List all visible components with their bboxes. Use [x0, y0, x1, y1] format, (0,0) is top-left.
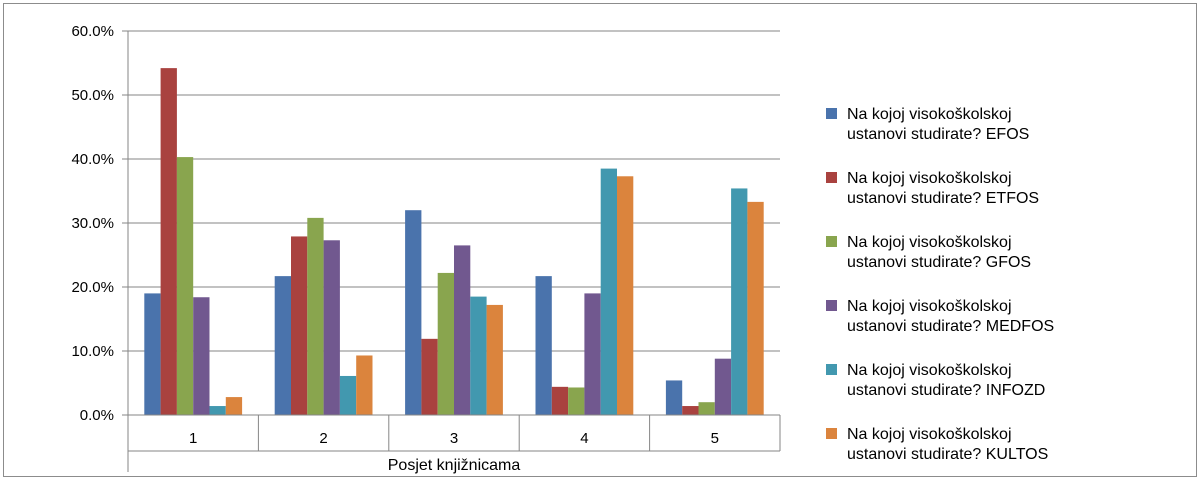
legend-label: ustanovi studirate? ETFOS	[847, 190, 1039, 207]
bars	[144, 68, 764, 416]
legend-label: Na kojoj visokoškolskoj	[847, 362, 1012, 379]
bar	[568, 387, 585, 415]
x-tick-label: 5	[711, 430, 719, 447]
bar	[160, 68, 177, 416]
bar	[470, 296, 487, 415]
y-tick-labels: 0.0% 10.0% 20.0% 30.0% 40.0% 50.0% 60.0%	[71, 23, 128, 424]
legend-label: ustanovi studirate? EFOS	[847, 126, 1029, 143]
bar	[437, 272, 454, 415]
bar	[291, 236, 308, 415]
bar	[274, 276, 291, 415]
bar	[421, 338, 438, 415]
bar	[405, 210, 422, 415]
bar	[551, 386, 569, 415]
bar	[682, 406, 699, 415]
bar	[356, 355, 373, 415]
x-tick-label: 1	[189, 430, 197, 447]
y-tick-label: 30.0%	[71, 215, 114, 232]
bar	[176, 157, 194, 415]
bar	[617, 176, 634, 415]
legend-label: ustanovi studirate? MEDFOS	[847, 318, 1054, 335]
bar	[339, 375, 357, 415]
bar	[698, 402, 715, 415]
x-tick-labels: 1 2 3 4 5	[128, 415, 781, 452]
bar	[225, 397, 243, 415]
bar	[486, 304, 503, 415]
bar	[323, 240, 340, 415]
axes	[127, 31, 780, 472]
legend-swatch	[826, 428, 837, 439]
chart-frame	[3, 3, 1197, 477]
bar	[731, 188, 748, 415]
legend-label: ustanovi studirate? INFOZD	[847, 382, 1045, 399]
bar	[144, 293, 161, 415]
legend-swatch	[826, 172, 837, 183]
x-tick-label: 3	[450, 430, 458, 447]
bar	[665, 380, 683, 415]
legend-swatch	[826, 236, 837, 247]
y-tick-label: 60.0%	[71, 23, 114, 40]
legend-label: Na kojoj visokoškolskoj	[847, 426, 1012, 443]
bar	[714, 358, 732, 415]
legend-label: Na kojoj visokoškolskoj	[847, 170, 1012, 187]
legend-swatch	[826, 364, 837, 375]
y-tick-label: 20.0%	[71, 279, 114, 296]
legend-label: ustanovi studirate? KULTOS	[847, 446, 1048, 463]
x-axis-title: Posjet knjižnicama	[388, 457, 521, 474]
y-tick-label: 50.0%	[71, 87, 114, 104]
bar	[307, 217, 324, 415]
bar	[209, 406, 226, 415]
legend-label: ustanovi studirate? GFOS	[847, 254, 1031, 271]
bar	[747, 201, 764, 415]
legend-swatch	[826, 108, 837, 119]
y-tick-label: 0.0%	[80, 407, 114, 424]
bar	[584, 293, 601, 415]
legend-label: Na kojoj visokoškolskoj	[847, 298, 1012, 315]
x-tick-label: 2	[319, 430, 327, 447]
y-tick-label: 40.0%	[71, 151, 114, 168]
x-tick-label: 4	[580, 430, 588, 447]
y-tick-label: 10.0%	[71, 343, 114, 360]
legend-swatch	[826, 300, 837, 311]
bar	[535, 276, 552, 415]
legend-label: Na kojoj visokoškolskoj	[847, 106, 1012, 123]
bar	[600, 168, 617, 415]
bar	[454, 245, 471, 415]
legend: Na kojoj visokoškolskoj ustanovi studirat…	[826, 106, 1054, 463]
legend-label: Na kojoj visokoškolskoj	[847, 234, 1012, 251]
bar	[193, 297, 210, 415]
